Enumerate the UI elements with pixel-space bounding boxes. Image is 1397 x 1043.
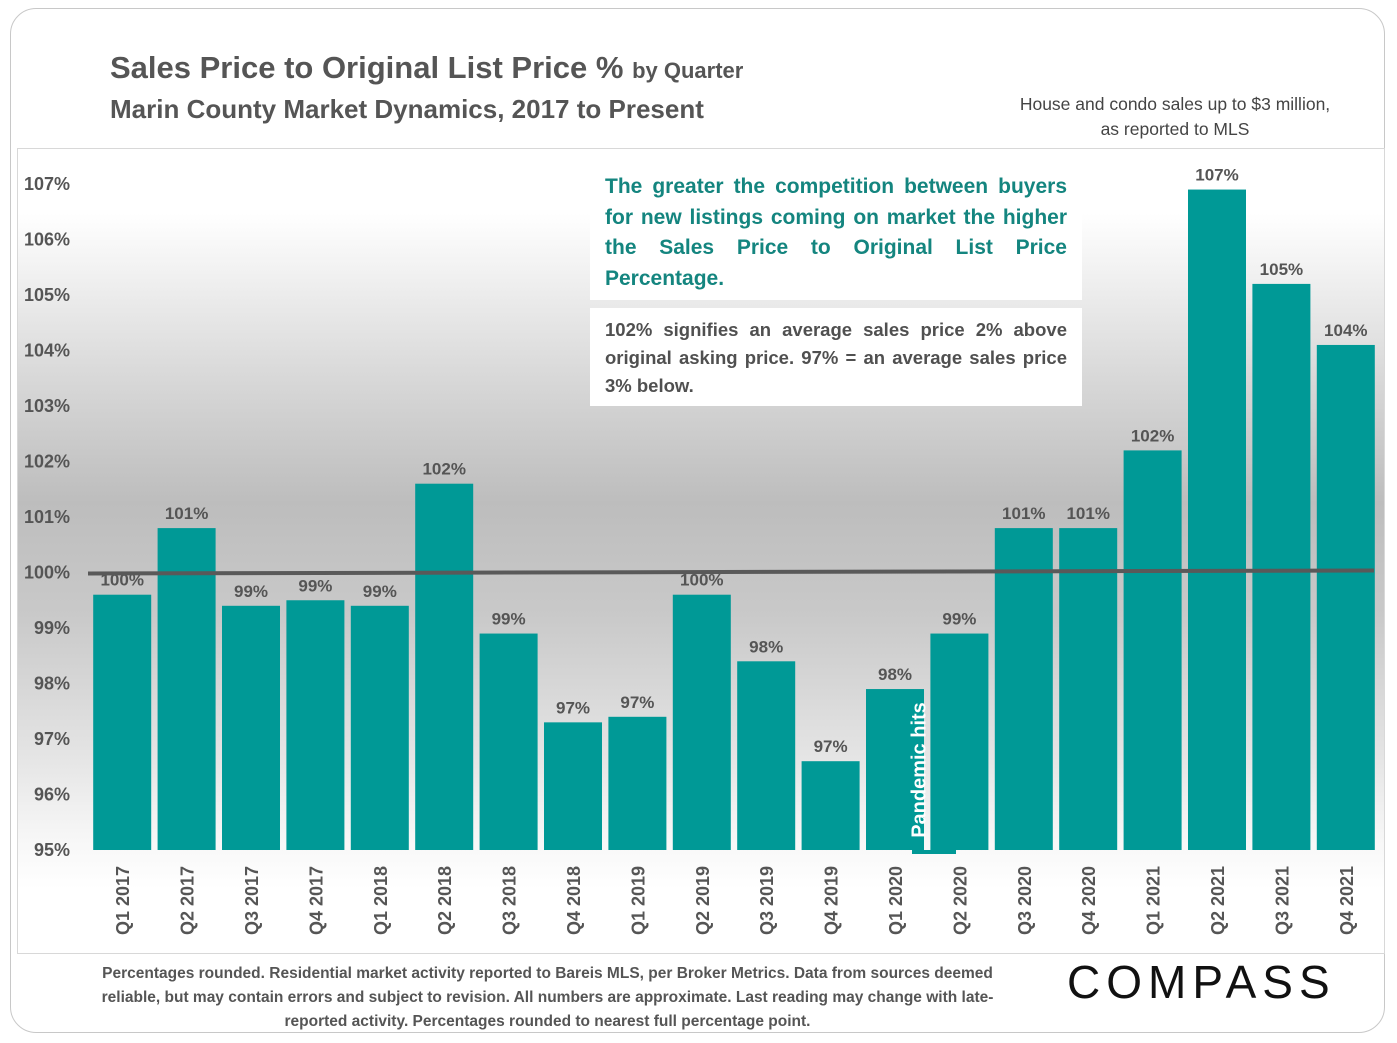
bar [1316,344,1375,850]
bar-value-label: 98% [749,637,783,656]
x-tick-label: Q4 2017 [306,866,326,935]
x-tick-label: Q1 2019 [628,866,648,935]
x-tick-label: Q2 2017 [178,866,198,935]
bar [866,689,924,850]
bar-value-label: 97% [556,698,590,717]
footer-disclaimer: Percentages rounded. Residential market … [101,965,994,1030]
bar-value-label: 99% [363,582,397,601]
bar [415,483,474,850]
bar [801,761,860,850]
bar [479,633,538,850]
bar [286,600,345,850]
x-tick-label: Q3 2018 [500,866,520,935]
reference-line-100 [87,568,1375,576]
y-tick-label: 102% [24,452,70,472]
x-tick-label: Q3 2019 [757,866,777,935]
bar-value-label: 99% [234,582,268,601]
bar-value-label: 97% [814,737,848,756]
bar-value-label: 99% [492,610,526,629]
bar [608,716,667,850]
y-tick-label: 105% [24,285,70,305]
y-tick-label: 98% [34,674,70,694]
y-tick-label: 104% [24,341,70,361]
data-source-note: House and condo sales up to $3 million, … [1019,94,1331,139]
x-tick-label: Q3 2017 [242,866,262,935]
y-tick-label: 103% [24,396,70,416]
x-tick-label: Q1 2020 [886,866,906,935]
x-tick-label: Q1 2018 [371,866,391,935]
bar-value-label: 102% [1131,426,1174,445]
bar-value-label: 107% [1195,166,1238,185]
bar-value-label: 105% [1260,260,1303,279]
bar [350,605,409,850]
bar-value-label: 97% [620,693,654,712]
bar-value-label: 104% [1324,321,1367,340]
pandemic-annotation: Pandemic hits [908,702,931,838]
bar [994,528,1053,850]
bar-value-label: 99% [942,610,976,629]
bar-value-label: 101% [165,504,208,523]
x-tick-label: Q1 2017 [113,866,133,935]
y-tick-label: 101% [24,507,70,527]
y-tick-label: 99% [34,618,70,638]
bar [1123,450,1182,850]
bar [222,605,280,850]
bar-value-label: 101% [1002,504,1045,523]
y-tick-label: 96% [34,785,70,805]
x-tick-label: Q4 2020 [1079,866,1099,935]
compass-logo: COMPASS [1067,956,1336,1008]
x-tick-label: Q4 2019 [822,866,842,935]
chart-subtitle: Marin County Market Dynamics, 2017 to Pr… [110,94,704,124]
bar [1059,528,1118,850]
bar [544,722,602,850]
x-tick-label: Q4 2021 [1337,866,1357,935]
bar-value-label: 101% [1066,504,1109,523]
y-tick-label: 106% [24,230,70,250]
y-tick-label: 95% [34,840,70,860]
x-tick-label: Q4 2018 [564,866,584,935]
y-tick-label: 107% [24,174,70,194]
bar [930,633,989,850]
bar [1252,283,1311,850]
chart-title: Sales Price to Original List Price % by … [110,50,744,85]
x-tick-label: Q2 2019 [693,866,713,935]
bar-value-label: 100% [680,571,723,590]
x-tick-label: Q2 2020 [950,866,970,935]
callout-explanation: 102% signifies an average sales price 2%… [590,308,1082,406]
x-tick-label: Q2 2018 [435,866,455,935]
bar [157,528,216,850]
bar-value-label: 98% [878,665,912,684]
bar-value-label: 100% [100,571,143,590]
callout-competition: The greater the competition between buye… [590,168,1082,300]
bar [737,661,796,850]
bar-value-label: 99% [298,576,332,595]
y-tick-label: 100% [24,563,70,583]
annotation-marker [912,850,956,854]
x-tick-label: Q3 2020 [1015,866,1035,935]
x-tick-label: Q3 2021 [1272,866,1292,935]
x-tick-label: Q1 2021 [1144,866,1164,935]
bar [93,594,152,850]
bar-value-label: 102% [422,460,465,479]
x-tick-label: Q2 2021 [1208,866,1228,935]
bar [1188,189,1246,851]
y-tick-label: 97% [34,729,70,749]
bar [672,594,731,850]
